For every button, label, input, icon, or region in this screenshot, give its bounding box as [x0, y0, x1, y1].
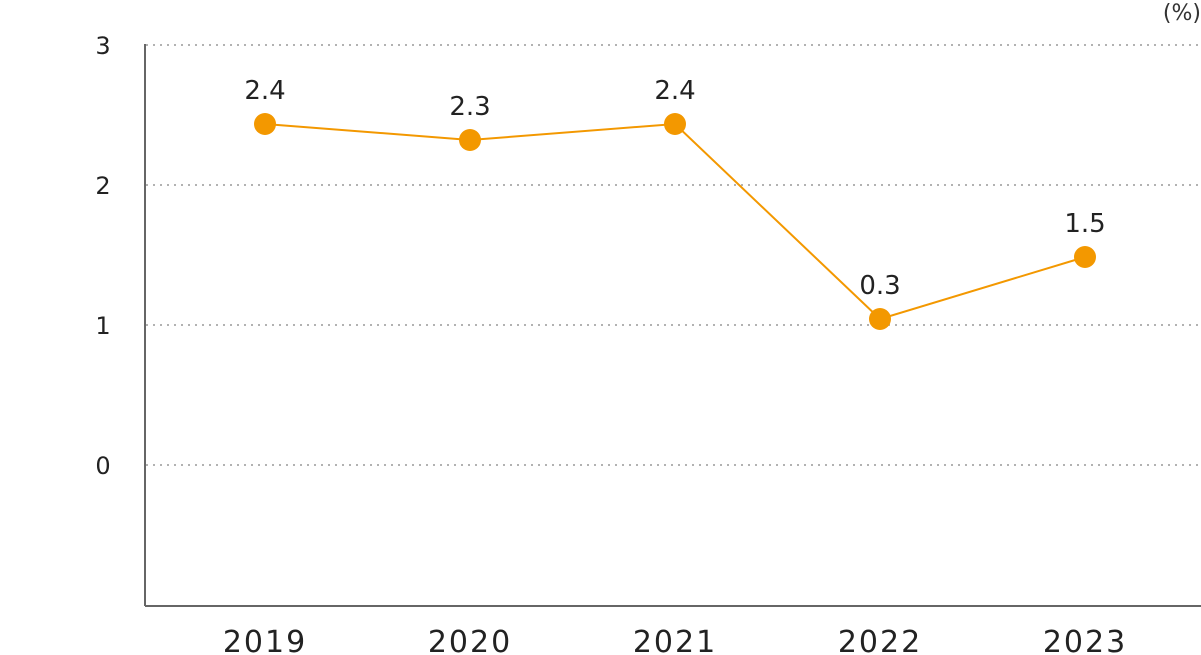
- x-tick-label: 2023: [1043, 625, 1127, 655]
- grid-lines: [146, 44, 1201, 466]
- y-axis-ticks: 0 1 2 3: [95, 32, 110, 480]
- x-axis-ticks: 2019 2020 2021 2022 2023: [223, 625, 1127, 655]
- series-layer: 2.4 2.3 2.4 0.3 1.5: [244, 76, 1106, 330]
- data-point-2023: [1074, 246, 1096, 268]
- data-label-2023: 1.5: [1064, 209, 1105, 239]
- data-point-2020: [459, 129, 481, 151]
- data-label-2022: 0.3: [859, 271, 900, 301]
- unit-label: (%): [1163, 1, 1201, 26]
- data-point-2019: [254, 113, 276, 135]
- data-point-2021: [664, 113, 686, 135]
- x-tick-label: 2022: [838, 625, 922, 655]
- x-tick-label: 2021: [633, 625, 717, 655]
- data-label-2019: 2.4: [244, 76, 285, 106]
- y-tick-label: 2: [95, 172, 110, 200]
- series-line: [264, 122, 1086, 321]
- x-tick-label: 2019: [223, 625, 307, 655]
- data-point-2022: [869, 308, 891, 330]
- y-tick-label: 3: [95, 32, 110, 60]
- x-tick-label: 2020: [428, 625, 512, 655]
- y-tick-label: 1: [95, 312, 110, 340]
- y-tick-label: 0: [95, 452, 110, 480]
- data-label-2020: 2.3: [449, 92, 490, 122]
- data-label-2021: 2.4: [654, 76, 695, 106]
